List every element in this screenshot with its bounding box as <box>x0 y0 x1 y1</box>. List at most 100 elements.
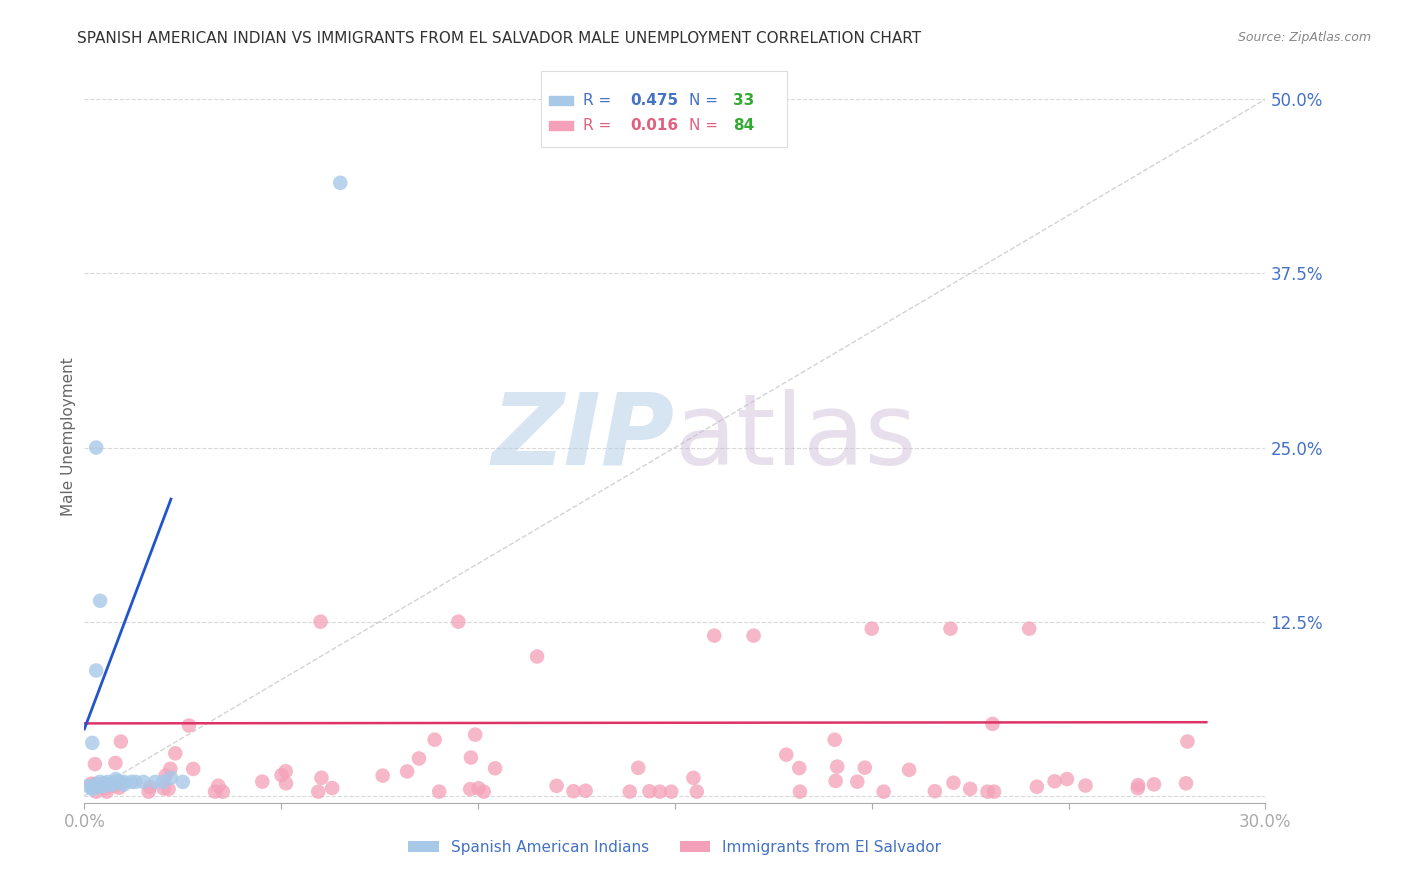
Point <box>165 747 187 761</box>
Point <box>467 781 489 796</box>
Point <box>311 771 333 785</box>
Point <box>104 772 127 786</box>
Point <box>307 785 329 799</box>
Bar <box>548 95 574 104</box>
Point <box>93 776 115 790</box>
Legend: Spanish American Indians, Immigrants from El Salvador: Spanish American Indians, Immigrants fro… <box>402 834 948 861</box>
Point <box>575 783 598 797</box>
Point <box>396 764 419 779</box>
Point <box>1056 772 1078 786</box>
Point <box>159 762 181 776</box>
Point <box>94 780 117 795</box>
Point <box>853 761 876 775</box>
Point <box>321 780 343 795</box>
Point <box>84 441 107 455</box>
Point <box>152 775 174 789</box>
Point <box>82 736 104 750</box>
Text: 0.475: 0.475 <box>630 93 678 108</box>
Text: 33: 33 <box>734 93 755 108</box>
Point <box>309 615 332 629</box>
Point <box>775 747 797 762</box>
Point <box>924 784 946 798</box>
Point <box>1177 734 1199 748</box>
Text: atlas: atlas <box>675 389 917 485</box>
Text: R =: R = <box>583 93 616 108</box>
Point <box>101 778 124 792</box>
Point <box>93 778 115 792</box>
Point <box>96 785 118 799</box>
Point <box>104 756 127 770</box>
Point <box>648 784 671 798</box>
Text: N =: N = <box>689 119 723 134</box>
Point <box>84 785 107 799</box>
Point <box>89 778 111 792</box>
Point <box>942 775 965 789</box>
Point <box>93 779 115 793</box>
Point <box>97 775 120 789</box>
Text: ZIP: ZIP <box>492 389 675 485</box>
Point <box>138 785 160 799</box>
Point <box>959 781 981 796</box>
Point <box>172 775 194 789</box>
Text: 0.016: 0.016 <box>630 119 678 134</box>
Point <box>787 761 810 775</box>
Point <box>546 779 568 793</box>
Point <box>825 759 848 773</box>
Point <box>112 778 135 792</box>
Point <box>329 176 352 190</box>
Point <box>108 775 131 789</box>
Point <box>983 785 1005 799</box>
Point <box>84 778 107 792</box>
Point <box>703 629 725 643</box>
Point <box>211 785 233 799</box>
Point <box>121 775 143 789</box>
Point <box>1143 777 1166 791</box>
Point <box>110 734 132 748</box>
Point <box>619 785 641 799</box>
Point <box>160 771 183 785</box>
Point <box>270 768 292 782</box>
Point <box>872 785 894 799</box>
Point <box>1025 780 1047 794</box>
Point <box>1018 622 1040 636</box>
Point <box>84 777 107 791</box>
Point <box>981 716 1004 731</box>
Point <box>408 751 430 765</box>
Text: R =: R = <box>583 119 616 134</box>
Point <box>371 769 394 783</box>
Text: Source: ZipAtlas.com: Source: ZipAtlas.com <box>1237 31 1371 45</box>
Point <box>155 768 177 782</box>
Point <box>860 622 883 636</box>
Point <box>89 594 111 608</box>
Point <box>84 664 107 678</box>
Point <box>82 781 104 796</box>
Point <box>789 785 811 799</box>
Point <box>1043 774 1066 789</box>
Point <box>472 785 495 799</box>
Point <box>458 782 481 797</box>
Point <box>139 780 162 794</box>
Point <box>80 777 103 791</box>
Point <box>274 776 297 790</box>
Point <box>682 771 704 785</box>
Point <box>204 785 226 799</box>
Point <box>89 775 111 789</box>
Point <box>82 780 104 795</box>
Point <box>976 785 998 799</box>
Point <box>84 779 107 793</box>
Point <box>89 779 111 793</box>
Point <box>464 728 486 742</box>
Text: SPANISH AMERICAN INDIAN VS IMMIGRANTS FROM EL SALVADOR MALE UNEMPLOYMENT CORRELA: SPANISH AMERICAN INDIAN VS IMMIGRANTS FR… <box>77 31 921 46</box>
Point <box>181 762 204 776</box>
Point <box>177 718 200 732</box>
Point <box>152 781 174 796</box>
Point <box>742 629 765 643</box>
Point <box>659 785 682 799</box>
Point <box>1126 781 1149 796</box>
Point <box>124 775 146 789</box>
Point <box>101 776 124 790</box>
Point <box>84 780 107 795</box>
Point <box>104 775 127 789</box>
Point <box>87 778 110 792</box>
Text: N =: N = <box>689 93 723 108</box>
